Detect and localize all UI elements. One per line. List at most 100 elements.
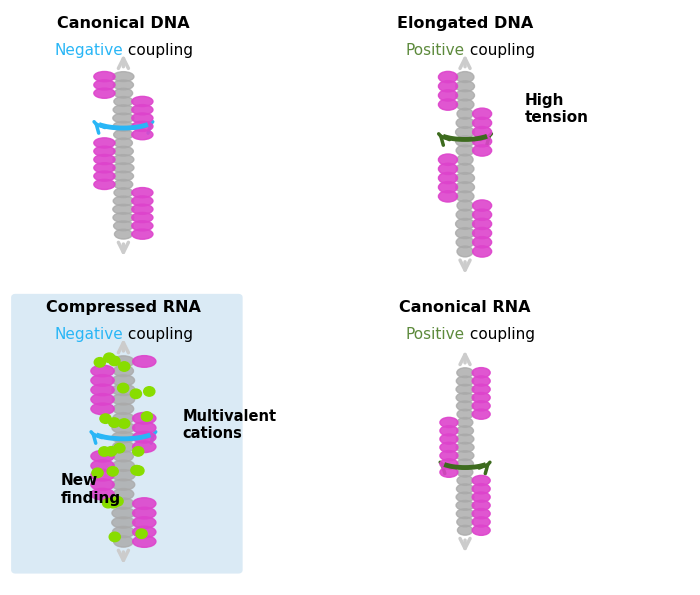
Ellipse shape [473,393,490,403]
Ellipse shape [132,498,156,509]
Ellipse shape [456,484,474,494]
Ellipse shape [91,488,114,500]
Circle shape [114,443,125,453]
Ellipse shape [113,403,134,415]
Ellipse shape [440,417,458,428]
Ellipse shape [456,136,475,147]
Circle shape [136,529,147,538]
Ellipse shape [132,422,156,434]
Ellipse shape [94,88,115,98]
Text: Canonical RNA: Canonical RNA [399,300,531,315]
Ellipse shape [456,500,474,511]
Ellipse shape [473,108,491,120]
Text: Canonical DNA: Canonical DNA [57,16,190,31]
Ellipse shape [473,246,491,257]
Ellipse shape [457,200,473,211]
Ellipse shape [456,376,474,386]
Ellipse shape [456,393,474,403]
Ellipse shape [94,146,115,156]
Circle shape [132,447,144,456]
Circle shape [106,447,117,456]
Ellipse shape [113,121,134,131]
Ellipse shape [456,509,474,519]
Ellipse shape [94,155,115,165]
Ellipse shape [132,356,156,367]
Ellipse shape [456,71,474,83]
Ellipse shape [473,492,490,502]
Ellipse shape [456,191,474,202]
Text: High
tension: High tension [524,93,588,126]
Ellipse shape [113,204,134,214]
Ellipse shape [91,375,114,386]
Ellipse shape [440,425,458,436]
Ellipse shape [114,88,132,98]
Ellipse shape [456,127,475,137]
Ellipse shape [132,130,153,140]
Ellipse shape [112,517,135,528]
Circle shape [141,412,153,421]
Ellipse shape [132,113,153,123]
Ellipse shape [113,413,134,424]
Ellipse shape [473,384,490,394]
Ellipse shape [473,136,491,147]
Ellipse shape [94,179,115,189]
Ellipse shape [438,80,458,92]
Ellipse shape [473,517,490,527]
Ellipse shape [473,376,490,386]
Ellipse shape [115,229,132,239]
Ellipse shape [113,488,134,500]
Ellipse shape [438,191,458,202]
Ellipse shape [457,154,473,165]
Ellipse shape [438,71,458,83]
Ellipse shape [440,450,458,461]
Ellipse shape [473,500,490,511]
Ellipse shape [132,204,153,214]
Ellipse shape [91,365,114,377]
Ellipse shape [473,401,490,411]
Ellipse shape [457,108,473,119]
Text: coupling: coupling [465,327,535,342]
Circle shape [109,532,120,541]
Ellipse shape [440,442,458,452]
Circle shape [133,466,144,475]
Ellipse shape [132,212,153,223]
Circle shape [131,465,142,475]
Text: New
finding: New finding [61,473,121,506]
Ellipse shape [456,450,474,461]
Ellipse shape [113,498,134,509]
Ellipse shape [456,426,473,436]
Ellipse shape [438,154,458,165]
Circle shape [130,389,141,399]
Ellipse shape [114,180,133,189]
Ellipse shape [440,467,458,477]
Ellipse shape [113,80,134,90]
Text: Elongated DNA: Elongated DNA [397,16,533,31]
Ellipse shape [132,526,156,538]
Ellipse shape [457,467,473,477]
Text: Positive: Positive [406,327,465,342]
Ellipse shape [94,80,115,90]
Ellipse shape [456,384,474,394]
Ellipse shape [456,81,475,92]
Ellipse shape [91,393,114,405]
Ellipse shape [113,450,133,462]
Text: Negative: Negative [55,327,123,342]
Ellipse shape [112,508,135,519]
Ellipse shape [456,145,474,156]
Text: Negative: Negative [55,43,123,58]
Ellipse shape [473,409,490,419]
Ellipse shape [457,475,473,486]
Ellipse shape [114,138,132,148]
Circle shape [94,358,106,367]
Ellipse shape [456,99,474,110]
Ellipse shape [112,431,135,443]
Ellipse shape [91,403,114,415]
Ellipse shape [457,368,473,378]
Ellipse shape [473,200,491,211]
Ellipse shape [113,356,134,367]
Circle shape [112,497,123,506]
Ellipse shape [113,155,134,164]
Ellipse shape [473,218,491,230]
Ellipse shape [456,434,474,444]
Text: coupling: coupling [123,43,193,58]
